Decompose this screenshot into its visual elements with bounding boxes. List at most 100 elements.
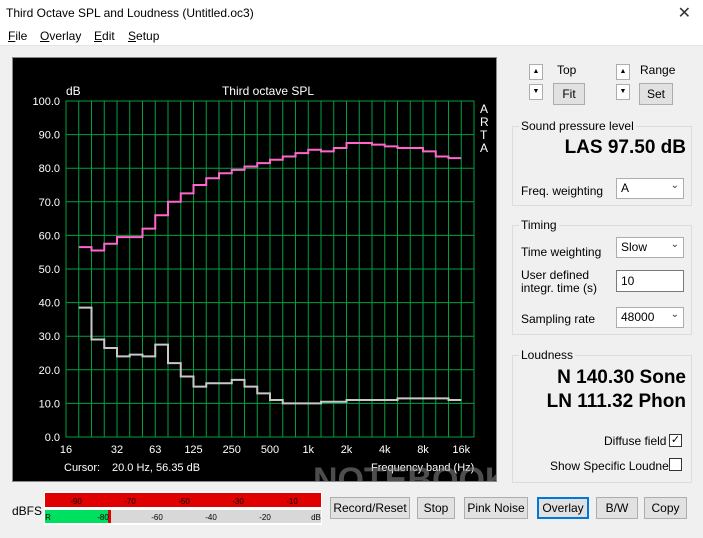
x-tick-label: 32 [111, 444, 123, 456]
x-tick-label: 63 [149, 444, 161, 456]
meter-bottom-tick: -60 [151, 513, 163, 522]
menu-edit[interactable]: Edit [94, 29, 115, 43]
x-tick-label: 4k [379, 444, 391, 456]
loudness-group: Loudness [512, 348, 692, 483]
chevron-down-icon: ⌄ [670, 309, 679, 320]
chart-series [78, 142, 462, 405]
x-tick-label: 125 [184, 444, 202, 456]
menu-file[interactable]: File [8, 29, 28, 43]
meter-bottom-tick: -80 [97, 513, 109, 522]
cursor-label: Cursor: [64, 462, 100, 474]
y-unit-label: dB [66, 84, 81, 98]
arta-letter-1: A [480, 102, 488, 116]
stop-button[interactable]: Stop [417, 497, 455, 519]
y-tick-label: 100.0 [32, 96, 60, 108]
timing-group-title: Timing [519, 218, 559, 232]
pink-noise-button[interactable]: Pink Noise [464, 497, 528, 519]
x-axis-label: Frequency band (Hz) [371, 462, 474, 474]
y-tick-label: 50.0 [39, 264, 60, 276]
y-tick-label: 40.0 [39, 298, 60, 310]
loudness-group-title: Loudness [519, 348, 576, 362]
sampling-rate-select[interactable]: 48000 ⌄ [616, 307, 684, 328]
set-button[interactable]: Set [639, 83, 673, 105]
x-tick-label: 8k [417, 444, 429, 456]
show-specific-loudness-label: Show Specific Loudness [550, 459, 681, 473]
close-icon[interactable]: ✕ [677, 5, 691, 22]
title-bar: Third Octave SPL and Loudness (Untitled.… [0, 0, 703, 26]
meter-bar-red [45, 493, 321, 507]
y-tick-label: 60.0 [39, 230, 60, 242]
record-reset-button[interactable]: Record/Reset [330, 497, 410, 519]
level-meter: -90 -70 -50 -30 -10 R -80 -60 -40 -20 dB [44, 491, 322, 525]
integr-time-input[interactable]: 10 [616, 270, 684, 292]
time-weighting-value: Slow [621, 240, 648, 254]
show-specific-loudness-checkbox[interactable] [669, 458, 682, 471]
x-tick-label: 16 [60, 444, 72, 456]
cursor-value: 20.0 Hz, 56.35 dB [112, 462, 200, 474]
freq-weighting-select[interactable]: A ⌄ [616, 178, 684, 199]
chart-grid [65, 100, 475, 438]
spl-reading: LAS 97.50 dB [564, 137, 686, 158]
time-weighting-select[interactable]: Slow ⌄ [616, 237, 684, 258]
meter-top-tick: -70 [124, 497, 136, 506]
range-label: Range [640, 63, 676, 77]
plot-border [65, 100, 475, 438]
diffuse-field-checkbox[interactable]: ✓ [669, 434, 682, 447]
y-tick-label: 30.0 [39, 331, 60, 343]
watermark-notebookcheck: NOTEBOOKCHECK [313, 461, 496, 481]
x-tick-label: 250 [223, 444, 241, 456]
time-weighting-label: Time weighting [521, 245, 602, 259]
meter-bottom-tick: R [45, 513, 51, 522]
y-tick-label: 10.0 [39, 398, 60, 410]
series-line-1 [78, 142, 462, 252]
top-up-arrow-icon[interactable]: ▲ [529, 64, 543, 80]
loudness-sone: N 140.30 Sone [557, 367, 686, 388]
bw-button[interactable]: B/W [596, 497, 638, 519]
series-line-2 [78, 306, 462, 405]
fit-button[interactable]: Fit [553, 83, 585, 105]
range-up-arrow-icon[interactable]: ▲ [616, 64, 630, 80]
x-tick-label: 2k [341, 444, 353, 456]
meter-bottom-tick: -40 [205, 513, 217, 522]
timing-group: Timing [512, 218, 692, 335]
y-tick-label: 20.0 [39, 365, 60, 377]
window-title: Third Octave SPL and Loudness (Untitled.… [6, 6, 254, 20]
top-down-arrow-icon[interactable]: ▼ [529, 84, 543, 100]
x-tick-label: 16k [452, 444, 470, 456]
spl-graph-panel: 100.0 90.0 80.0 70.0 60.0 50.0 40.0 30.0 20.0 10.… [12, 57, 631, 499]
chart-title: Third octave SPL [222, 84, 314, 98]
arta-letter-4: A [480, 141, 488, 155]
meter-top-tick: -50 [178, 497, 190, 506]
freq-weighting-value: A [621, 181, 630, 195]
range-down-arrow-icon[interactable]: ▼ [616, 84, 630, 100]
top-label: Top [557, 63, 577, 77]
y-tick-label: 0.0 [45, 432, 60, 444]
spl-chart[interactable]: 100.0 90.0 80.0 70.0 60.0 50.0 40.0 30.0 20.0 10.… [13, 58, 630, 499]
menu-bar: File Overlay Edit Setup [0, 26, 703, 46]
y-tick-label: 90.0 [39, 130, 60, 142]
integr-time-label-line2: integr. time (s) [521, 281, 598, 295]
sampling-rate-label: Sampling rate [521, 312, 596, 326]
chart-axes: 100.0 90.0 80.0 70.0 60.0 50.0 40.0 30.0 20.0 10.… [32, 96, 470, 456]
y-tick-label: 80.0 [39, 163, 60, 175]
meter-bottom-tick: -20 [259, 513, 271, 522]
spl-group-title: Sound pressure level [519, 119, 636, 133]
meter-bottom-tick: dB [311, 513, 321, 522]
overlay-button[interactable]: Overlay [537, 497, 589, 519]
menu-setup[interactable]: Setup [128, 29, 160, 43]
meter-peak-marker [108, 510, 111, 523]
chevron-down-icon: ⌄ [670, 180, 679, 191]
chevron-down-icon: ⌄ [670, 239, 679, 250]
meter-bar-empty [111, 510, 321, 523]
diffuse-field-label: Diffuse field [604, 434, 667, 448]
freq-weighting-label: Freq. weighting [521, 184, 604, 198]
integr-time-label-line1: User defined [521, 268, 590, 282]
y-tick-label: 70.0 [39, 197, 60, 209]
copy-button[interactable]: Copy [644, 497, 687, 519]
menu-overlay[interactable]: Overlay [40, 29, 82, 43]
meter-top-tick: -90 [70, 497, 82, 506]
x-tick-label: 1k [302, 444, 314, 456]
arta-letter-2: R [480, 115, 489, 129]
meter-top-tick: -30 [232, 497, 244, 506]
meter-top-tick: -10 [286, 497, 298, 506]
